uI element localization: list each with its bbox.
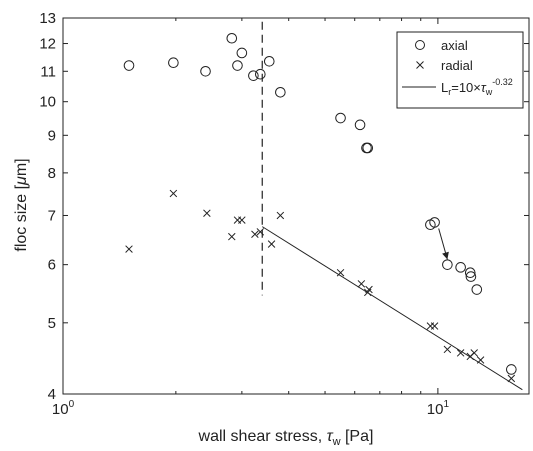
axial-point: [362, 142, 374, 154]
legend-label-radial: radial: [441, 58, 473, 73]
y-tick-label: 6: [48, 257, 56, 274]
axial-point: [354, 119, 366, 131]
arrow-head-icon: [442, 251, 449, 260]
axial-point: [168, 57, 179, 69]
axial-point: [429, 217, 440, 228]
radial-point: [430, 322, 439, 330]
radial-point: [228, 232, 236, 241]
radial-point: [251, 230, 259, 239]
y-tick-label: 10: [39, 94, 56, 111]
axial-point: [263, 55, 275, 67]
radial-point-stroke: [251, 230, 259, 239]
legend: axial radial Lr=10×τw-0.32: [396, 31, 524, 109]
y-tick-label: 13: [39, 10, 56, 27]
axial-point: [226, 32, 238, 44]
radial-point-stroke: [443, 345, 452, 354]
y-tick-label: 9: [48, 127, 56, 144]
axial-point: [471, 284, 483, 295]
axial-point: [236, 47, 248, 59]
radial-point-stroke: [228, 232, 236, 241]
x-axis-label: wall shear stress, τw [Pa]: [198, 428, 374, 448]
radial-point-stroke: [256, 228, 265, 236]
radial-point-stroke: [267, 240, 276, 248]
y-axis-label: floc size [μm]: [13, 158, 30, 251]
axial-point: [123, 60, 135, 71]
plot-frame: [62, 17, 530, 395]
y-tick-label: 7: [48, 207, 56, 224]
axial-point: [455, 262, 466, 273]
circle-icon: [415, 40, 425, 50]
axial-point: [465, 271, 477, 282]
legend-box: [396, 31, 524, 109]
axial-point: [232, 60, 243, 71]
radial-point-stroke: [470, 349, 478, 357]
x-tick-label: 100: [52, 399, 75, 418]
axial-point: [275, 86, 286, 98]
axial-point: [442, 259, 453, 270]
radial-point: [203, 209, 211, 217]
radial-point-stroke: [456, 349, 465, 357]
radial-point-stroke: [336, 268, 345, 277]
radial-point-stroke: [276, 211, 285, 220]
axial-point: [248, 70, 259, 81]
axial-point: [335, 112, 346, 124]
axial-point: [255, 68, 266, 80]
radial-point: [443, 345, 452, 354]
radial-point: [336, 268, 345, 277]
fit-line: [261, 226, 523, 391]
legend-label-fit: Lr=10×τw-0.32: [441, 77, 513, 97]
y-tick-label: 12: [39, 36, 56, 53]
radial-point-stroke: [507, 374, 516, 383]
radial-point: [238, 216, 246, 224]
radial-point: [507, 374, 516, 383]
radial-point: [456, 349, 465, 357]
radial-point-stroke: [203, 209, 211, 217]
radial-point-stroke: [430, 322, 439, 330]
axial-point: [506, 364, 517, 375]
radial-point-stroke: [169, 189, 178, 198]
radial-point: [267, 240, 276, 248]
radial-point: [276, 211, 285, 220]
cross-icon: [416, 61, 424, 69]
y-tick-label: 5: [48, 315, 56, 332]
radial-point-stroke: [238, 216, 246, 224]
axial-point: [464, 267, 476, 279]
radial-point-stroke: [357, 280, 366, 288]
y-tick-label: 4: [48, 386, 56, 403]
radial-point: [357, 280, 366, 288]
radial-point-stroke: [125, 245, 133, 253]
y-tick-label: 8: [48, 165, 56, 182]
radial-point: [125, 245, 133, 253]
y-tick-label: 11: [40, 63, 56, 80]
x-tick-label: 101: [427, 399, 450, 418]
legend-label-axial: axial: [441, 38, 468, 53]
axial-point: [200, 65, 211, 77]
radial-point: [256, 228, 265, 236]
radial-point: [470, 349, 478, 357]
radial-point: [169, 189, 178, 198]
